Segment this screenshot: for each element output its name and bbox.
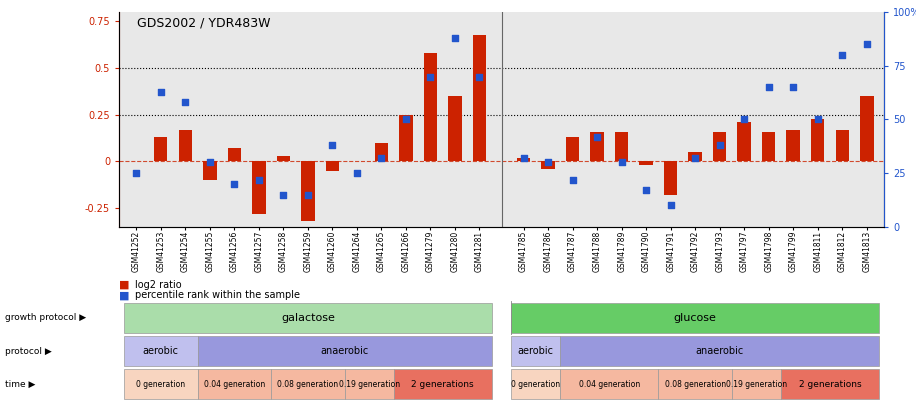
Point (423, 73, 438, 80)
Text: 2 generations: 2 generations (799, 380, 861, 389)
Bar (473, 34, 486, 162)
Bar (561, 336, 879, 366)
Point (663, 202, 678, 209)
Bar (835, 130, 849, 162)
Text: anaerobic: anaerobic (321, 346, 369, 356)
Bar (124, 336, 198, 366)
Bar (124, 369, 198, 399)
Bar (154, 137, 168, 162)
Bar (198, 369, 271, 399)
Bar (689, 152, 702, 162)
Point (517, 155, 531, 161)
Text: protocol ▶: protocol ▶ (5, 347, 51, 356)
Point (761, 84, 776, 91)
Point (713, 142, 727, 149)
Bar (511, 336, 561, 366)
Point (565, 176, 580, 183)
Point (688, 155, 703, 161)
Bar (811, 119, 824, 162)
Bar (615, 132, 628, 162)
Text: time ▶: time ▶ (5, 380, 35, 389)
Bar (762, 132, 776, 162)
Point (227, 181, 242, 187)
Bar (591, 132, 604, 162)
Bar (344, 369, 394, 399)
Point (374, 155, 388, 161)
Bar (179, 130, 192, 162)
Bar (639, 162, 653, 165)
Bar (781, 369, 879, 399)
Bar (860, 96, 874, 162)
Bar (277, 156, 290, 162)
Point (350, 170, 365, 177)
Point (472, 73, 486, 80)
Text: 0.08 generation: 0.08 generation (278, 380, 338, 389)
Bar (659, 369, 732, 399)
Point (252, 176, 267, 183)
Text: 2 generations: 2 generations (411, 380, 474, 389)
Bar (399, 115, 412, 162)
Bar (566, 137, 579, 162)
Bar (325, 162, 339, 171)
Text: GDS2002 / YDR483W: GDS2002 / YDR483W (137, 16, 271, 29)
Bar (424, 53, 437, 162)
Point (811, 116, 825, 123)
Text: aerobic: aerobic (518, 346, 554, 356)
Bar (511, 303, 879, 333)
Text: 0.04 generation: 0.04 generation (579, 380, 640, 389)
Text: aerobic: aerobic (143, 346, 179, 356)
Text: anaerobic: anaerobic (695, 346, 744, 356)
Bar (203, 162, 216, 180)
Bar (252, 162, 266, 214)
Text: ■: ■ (119, 290, 129, 300)
Point (129, 170, 144, 177)
Bar (664, 162, 678, 195)
Bar (448, 96, 462, 162)
Point (178, 99, 192, 106)
Bar (541, 162, 555, 169)
Bar (713, 132, 726, 162)
Text: growth protocol ▶: growth protocol ▶ (5, 313, 86, 322)
Point (590, 133, 605, 140)
Point (398, 116, 413, 123)
Point (153, 88, 168, 95)
Bar (394, 369, 492, 399)
Text: 0.04 generation: 0.04 generation (203, 380, 265, 389)
Text: ■: ■ (119, 280, 129, 290)
Point (276, 192, 290, 198)
Point (202, 159, 217, 166)
Point (638, 187, 653, 194)
Bar (301, 162, 314, 221)
Text: 0.19 generation: 0.19 generation (339, 380, 399, 389)
Point (325, 142, 340, 149)
Point (448, 35, 463, 41)
Bar (227, 148, 241, 162)
Bar (517, 158, 530, 162)
Bar (561, 369, 659, 399)
Bar (737, 122, 751, 162)
Bar (511, 369, 561, 399)
Bar (375, 143, 388, 162)
Point (300, 192, 315, 198)
Text: galactose: galactose (281, 313, 334, 323)
Text: glucose: glucose (674, 313, 716, 323)
Text: 0 generation: 0 generation (511, 380, 561, 389)
Bar (124, 303, 492, 333)
Text: log2 ratio: log2 ratio (135, 280, 181, 290)
Point (540, 159, 555, 166)
Bar (732, 369, 781, 399)
Point (615, 159, 629, 166)
Text: 0.08 generation: 0.08 generation (665, 380, 725, 389)
Bar (787, 130, 800, 162)
Text: percentile rank within the sample: percentile rank within the sample (135, 290, 300, 300)
Point (786, 84, 801, 91)
Point (835, 52, 850, 58)
Point (859, 41, 874, 48)
Bar (198, 336, 492, 366)
Text: 0 generation: 0 generation (136, 380, 185, 389)
Text: 0.19 generation: 0.19 generation (725, 380, 787, 389)
Bar (271, 369, 344, 399)
Point (736, 116, 751, 123)
